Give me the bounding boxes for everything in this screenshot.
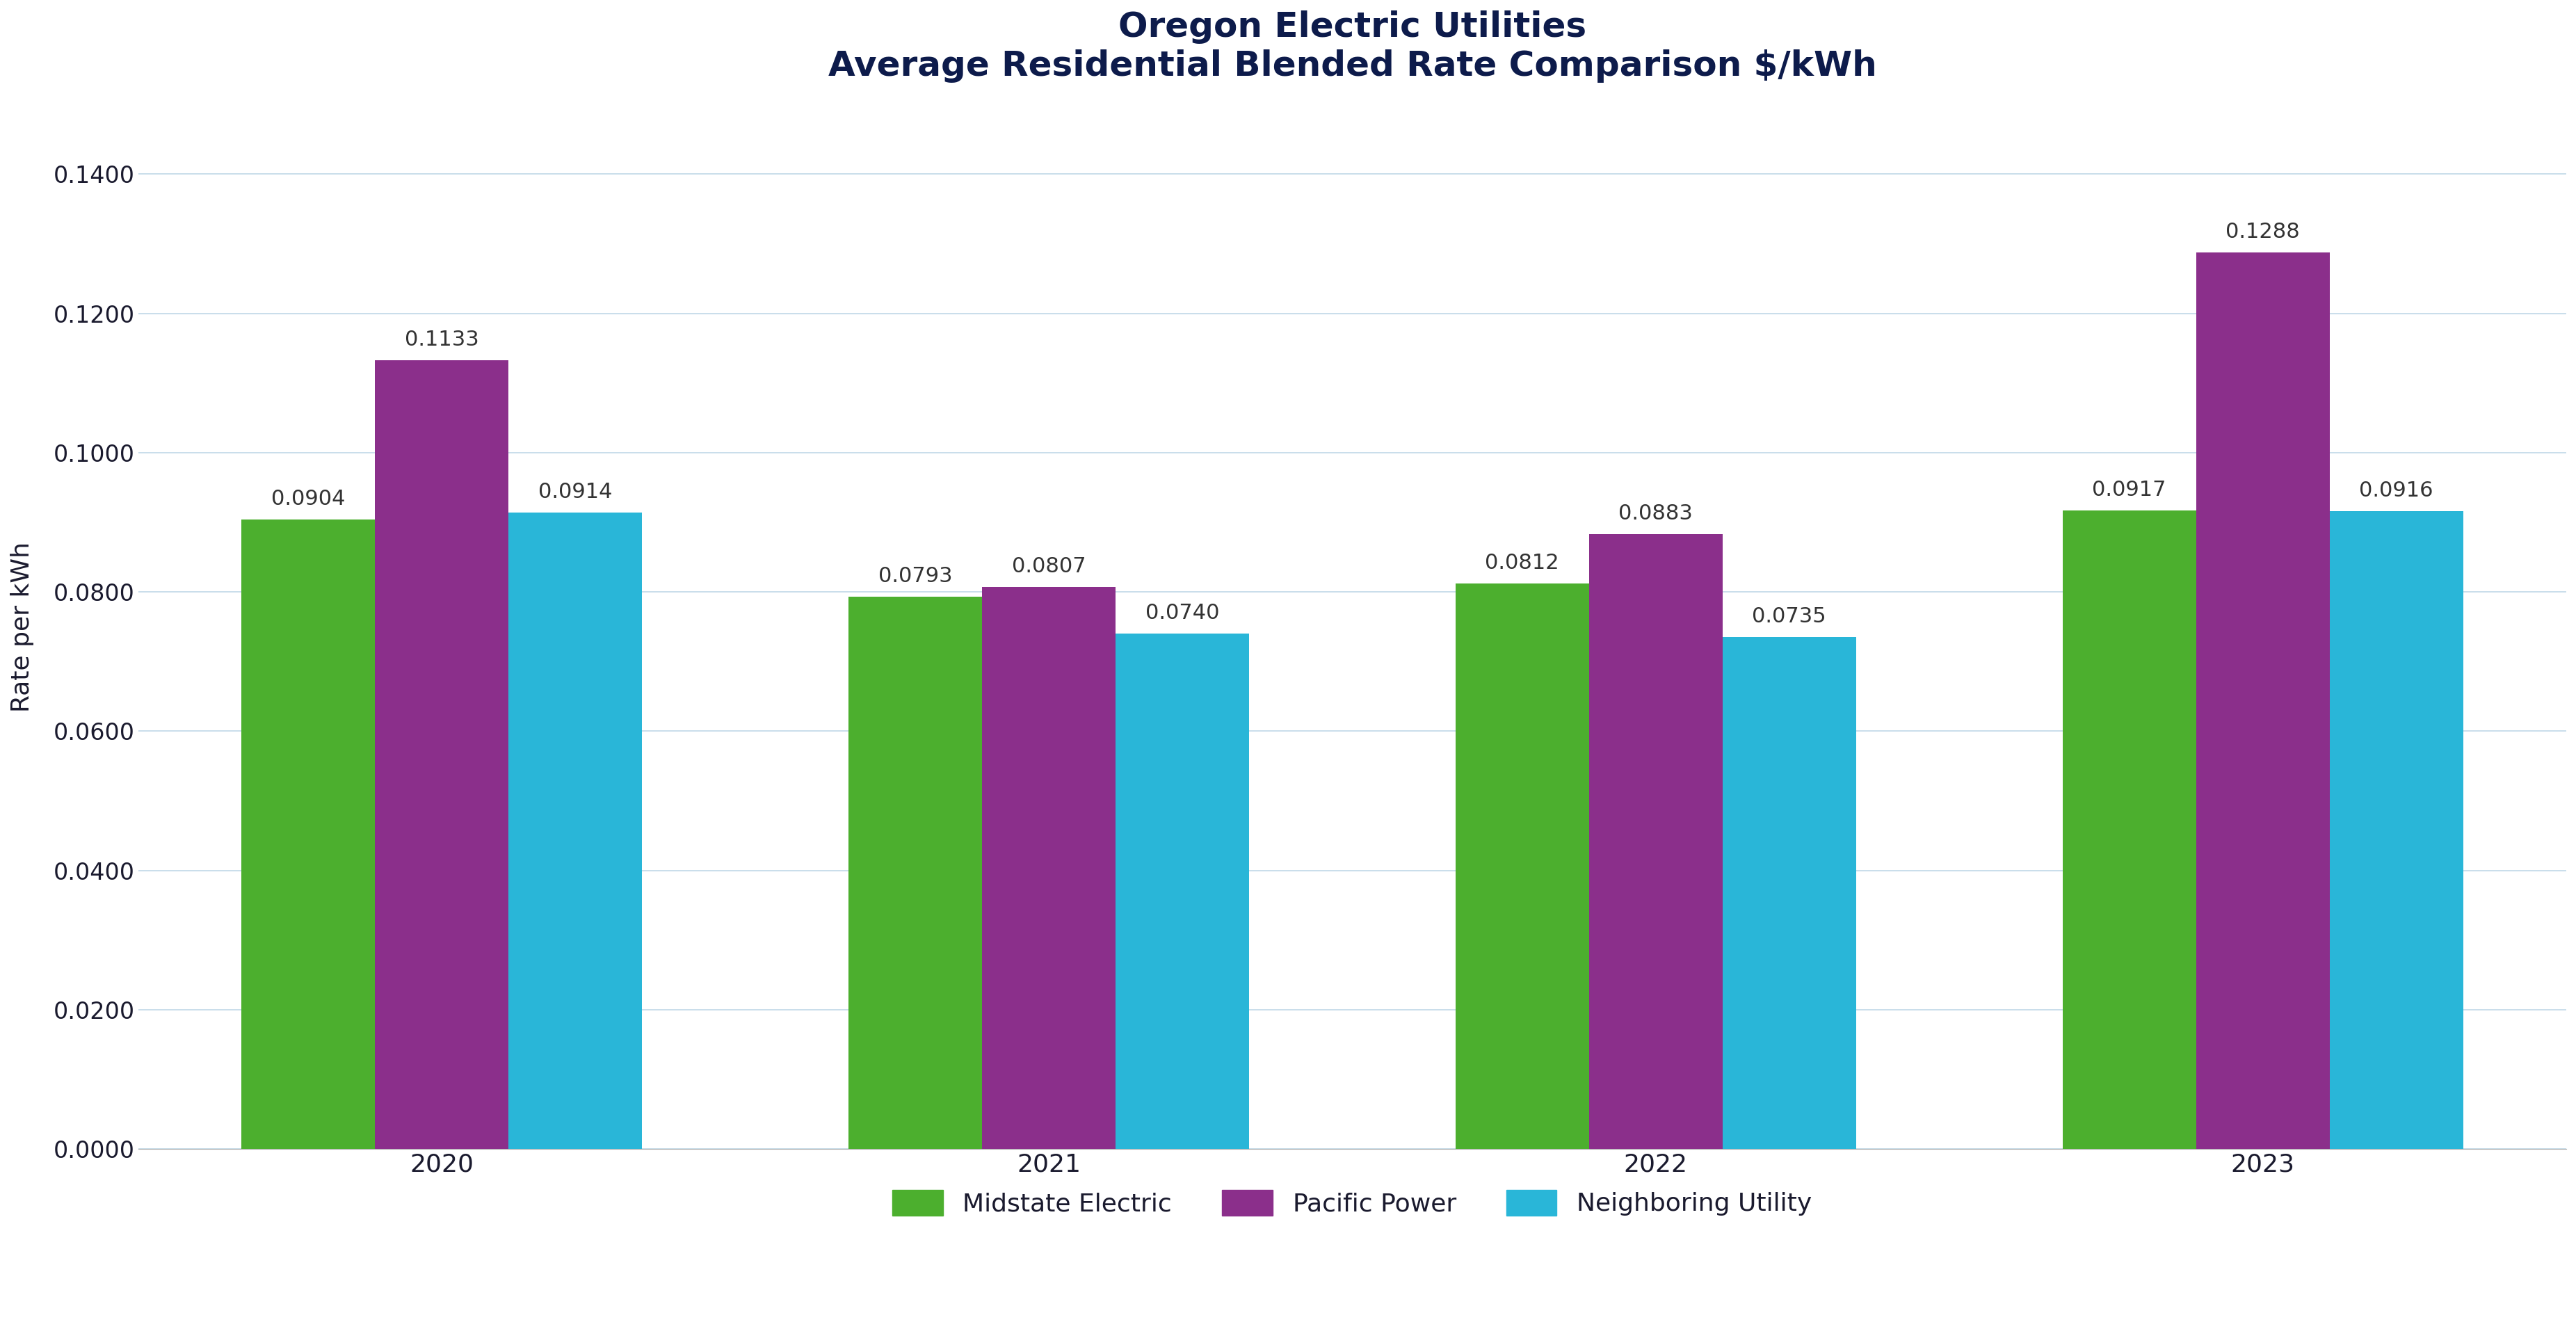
Bar [1455, 583, 1589, 1150]
Text: 0.1133: 0.1133 [404, 330, 479, 350]
Bar [507, 513, 641, 1150]
Bar [2329, 512, 2463, 1150]
Bar [1723, 637, 1855, 1150]
Bar [981, 587, 1115, 1150]
Text: 0.1288: 0.1288 [2226, 222, 2300, 242]
Text: 0.0735: 0.0735 [1752, 606, 1826, 627]
Text: 0.0812: 0.0812 [1484, 553, 1558, 573]
Bar [2061, 510, 2195, 1150]
Text: 0.0904: 0.0904 [270, 489, 345, 509]
Text: 0.0807: 0.0807 [1012, 557, 1084, 577]
Bar [376, 360, 507, 1150]
Bar [1115, 634, 1249, 1150]
Text: 0.0793: 0.0793 [878, 566, 953, 586]
Y-axis label: Rate per kWh: Rate per kWh [10, 542, 33, 712]
Bar [242, 520, 376, 1150]
Text: 0.0740: 0.0740 [1144, 603, 1218, 623]
Bar [2195, 253, 2329, 1150]
Text: 0.0917: 0.0917 [2092, 480, 2166, 500]
Title: Oregon Electric Utilities
Average Residential Blended Rate Comparison $/kWh: Oregon Electric Utilities Average Reside… [827, 11, 1875, 82]
Bar [848, 597, 981, 1150]
Text: 0.0914: 0.0914 [538, 482, 613, 502]
Bar [1589, 534, 1723, 1150]
Text: 0.0916: 0.0916 [2360, 481, 2432, 501]
Text: 0.0883: 0.0883 [1618, 504, 1692, 524]
Legend: Midstate Electric, Pacific Power, Neighboring Utility: Midstate Electric, Pacific Power, Neighb… [868, 1164, 1837, 1241]
